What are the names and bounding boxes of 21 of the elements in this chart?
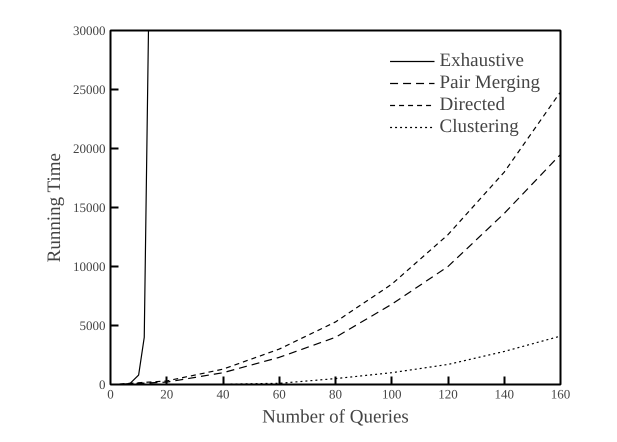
x-tick-label: 60 (272, 386, 286, 402)
y-axis-title: Running Time (44, 153, 65, 262)
x-tick-label: 160 (550, 386, 570, 402)
legend-label: Pair Merging (440, 72, 540, 94)
x-tick-label: 100 (382, 386, 402, 402)
x-axis-title: Number of Queries (262, 406, 409, 428)
y-tick-label: 0 (99, 377, 106, 392)
x-tick-label: 20 (160, 386, 174, 402)
x-tick-label: 140 (494, 386, 514, 402)
legend-label: Clustering (440, 116, 519, 138)
y-tick-label: 15000 (73, 200, 106, 215)
y-tick-label: 20000 (73, 141, 106, 156)
legend-label: Directed (440, 94, 505, 116)
x-tick-label: 120 (438, 386, 458, 402)
x-tick-label: 40 (216, 386, 230, 402)
y-tick-label: 25000 (73, 82, 106, 97)
legend-label: Exhaustive (440, 50, 524, 72)
x-tick-label: 80 (329, 386, 342, 402)
y-tick-label: 5000 (80, 318, 106, 333)
y-tick-label: 10000 (73, 259, 106, 274)
y-tick-label: 30000 (73, 23, 106, 38)
